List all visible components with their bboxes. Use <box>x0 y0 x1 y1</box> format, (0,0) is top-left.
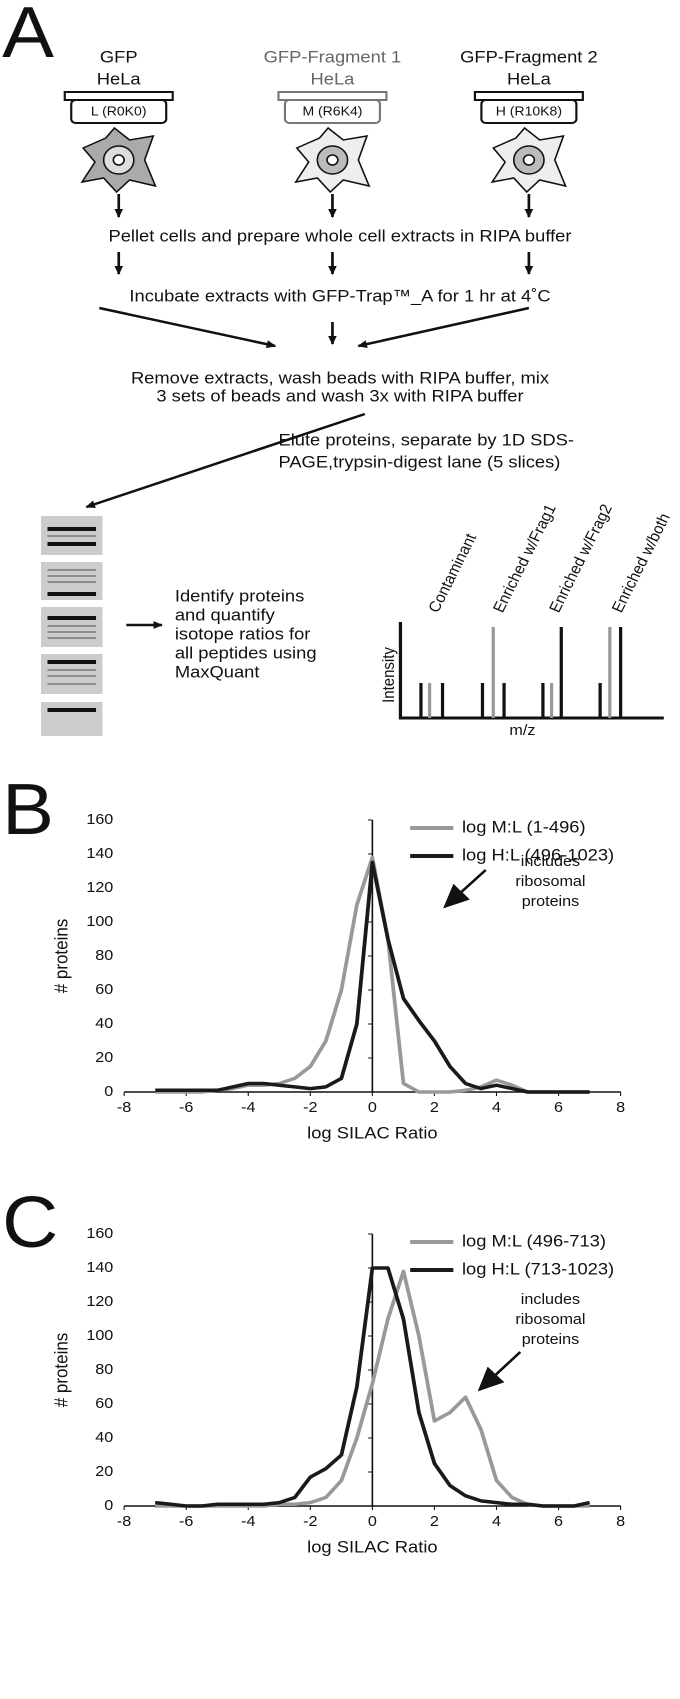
annotation: ribosomal <box>515 873 585 889</box>
y-axis-label: # proteins <box>51 919 72 994</box>
identify-line: isotope ratios for <box>175 624 311 643</box>
nucleolus <box>326 154 339 166</box>
cell-line: HeLa <box>507 69 551 88</box>
peak-label: Contaminant <box>426 531 481 616</box>
dish-label: M (R6K4) <box>302 104 362 118</box>
y-tick-label: 140 <box>86 1259 113 1275</box>
identify-line: all peptides using <box>175 643 317 662</box>
dish <box>283 99 382 124</box>
peak-label: Enriched w/Frag1 <box>490 502 560 615</box>
identify-line: MaxQuant <box>175 662 260 681</box>
series-line <box>154 1266 591 1508</box>
x-tick-label: 4 <box>492 1099 501 1115</box>
dish-lid <box>63 91 174 101</box>
x-tick-label: -4 <box>241 1513 256 1529</box>
x-tick-label: 0 <box>368 1099 377 1115</box>
y-tick-label: 120 <box>86 1293 113 1309</box>
y-tick-label: 20 <box>95 1463 113 1479</box>
y-tick-label: 80 <box>95 1361 113 1377</box>
x-tick-label: -4 <box>241 1099 256 1115</box>
identify-line: Identify proteins <box>175 586 305 605</box>
legend-label: log M:L (496-713) <box>462 1231 606 1250</box>
peak-label: Enriched w/both <box>609 511 674 615</box>
x-tick-label: 2 <box>430 1099 439 1115</box>
y-tick-label: 80 <box>95 947 113 963</box>
legend-label: log H:L (496-1023) <box>462 845 614 864</box>
y-tick-label: 160 <box>86 811 113 827</box>
annotation: proteins <box>522 893 580 909</box>
cell-name: GFP <box>100 47 138 66</box>
legend-label: log H:L (713-1023) <box>462 1259 614 1278</box>
annotation: includes <box>521 853 581 869</box>
cell-name: GFP-Fragment 1 <box>264 47 402 66</box>
x-tick-label: 6 <box>554 1099 563 1115</box>
y-tick-label: 160 <box>86 1225 113 1241</box>
series-line <box>155 860 590 1094</box>
y-tick-label: 60 <box>95 981 113 997</box>
cell-columns: GFP HeLa L (R0K0) GFP-Fragment 1 HeLa M (R6K4… <box>63 47 598 218</box>
x-tick-label: 8 <box>616 1513 625 1529</box>
nucleolus <box>112 154 125 166</box>
annotation-arrow <box>477 1351 522 1392</box>
dish-label: L (R0K0) <box>91 104 147 118</box>
cell-name: GFP-Fragment 2 <box>460 47 598 66</box>
dish <box>480 99 578 124</box>
step-text: Pellet cells and prepare whole cell extr… <box>109 226 572 245</box>
panel-label: B <box>2 769 54 850</box>
y-axis-label: # proteins <box>51 1333 72 1408</box>
y-tick-label: 40 <box>95 1429 113 1445</box>
step-text: Remove extracts, wash beads with RIPA bu… <box>131 368 549 387</box>
dish-lid <box>473 91 584 101</box>
flow-arrows <box>85 252 534 629</box>
x-tick-label: 6 <box>554 1513 563 1529</box>
dish-label: H (R10K8) <box>496 104 562 118</box>
annotation: proteins <box>522 1331 580 1347</box>
dish-lid <box>277 91 388 101</box>
annotation: includes <box>521 1291 581 1307</box>
x-axis-label: log SILAC Ratio <box>307 1537 438 1556</box>
y-tick-label: 120 <box>86 879 113 895</box>
step-text: PAGE,trypsin-digest lane (5 slices) <box>278 452 560 471</box>
peak-label: Enriched w/Frag2 <box>546 502 616 615</box>
annotation-arrow <box>443 869 487 909</box>
x-tick-label: 2 <box>430 1513 439 1529</box>
gel-slices <box>41 516 103 736</box>
x-tick-label: -6 <box>179 1513 193 1529</box>
x-tick-label: -6 <box>179 1099 193 1115</box>
x-tick-label: 0 <box>368 1513 377 1529</box>
y-tick-label: 100 <box>86 913 113 929</box>
y-tick-label: 0 <box>104 1083 113 1099</box>
x-tick-label: 4 <box>492 1513 501 1529</box>
dish <box>70 99 168 124</box>
y-tick-label: 40 <box>95 1015 113 1031</box>
x-tick-label: -2 <box>303 1099 317 1115</box>
step-text: Incubate extracts with GFP-Trap™_A for 1… <box>129 286 550 306</box>
cell-line: HeLa <box>311 69 355 88</box>
axis-label: m/z <box>509 722 535 738</box>
x-axis-label: log SILAC Ratio <box>307 1123 438 1142</box>
y-tick-label: 100 <box>86 1327 113 1343</box>
panel-label: C <box>2 1182 58 1263</box>
axis-label: Intensity <box>380 647 398 703</box>
x-tick-label: 8 <box>616 1099 625 1115</box>
panel-label: A <box>2 0 54 72</box>
y-tick-label: 140 <box>86 845 113 861</box>
identify-text: Identify proteins and quantify isotope r… <box>175 586 317 681</box>
y-tick-label: 60 <box>95 1395 113 1411</box>
nucleolus <box>522 154 536 166</box>
cell-line: HeLa <box>97 69 141 88</box>
x-tick-label: -8 <box>117 1513 131 1529</box>
identify-line: and quantify <box>175 605 275 624</box>
legend-label: log M:L (1-496) <box>462 817 586 836</box>
x-tick-label: -2 <box>303 1513 317 1529</box>
step-text: Elute proteins, separate by 1D SDS- <box>278 430 574 449</box>
y-tick-label: 0 <box>104 1497 113 1513</box>
annotation: ribosomal <box>515 1311 585 1327</box>
y-tick-label: 20 <box>95 1049 113 1065</box>
x-tick-label: -8 <box>117 1099 131 1115</box>
step-text: 3 sets of beads and wash 3x with RIPA bu… <box>156 386 523 405</box>
spectrum: Intensity m/z Contaminant Enriched w/Fra… <box>380 502 674 739</box>
